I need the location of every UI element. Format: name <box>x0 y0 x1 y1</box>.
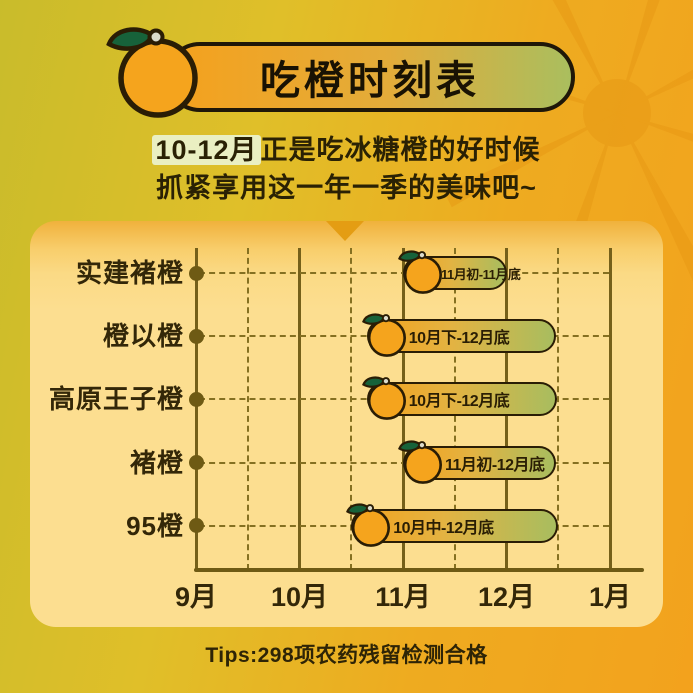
month-tick-label: 11月 <box>375 582 431 612</box>
month-tick-label: 10月 <box>270 582 329 612</box>
axis-dot <box>189 518 204 534</box>
bar-orange-icon <box>361 373 409 421</box>
orange-icon <box>398 250 442 294</box>
timeline-bar: 10月下-12月底 <box>361 376 558 421</box>
page-title: 吃橙时刻表 <box>165 42 575 112</box>
bar-range-label: 10月下-12月底 <box>408 393 510 411</box>
orange-icon <box>104 20 204 120</box>
bar-orange-icon <box>397 437 445 485</box>
month-tick-label: 1月 <box>588 582 632 612</box>
subtitle-line1: 10-12月 正是吃冰糖橙的好时候 <box>0 131 693 169</box>
grid-line-half-month <box>350 248 353 570</box>
bar-range-label: 10月下-12月底 <box>408 330 510 348</box>
category-label: 95橙 <box>126 510 184 541</box>
category-label: 褚橙 <box>129 447 184 478</box>
axis-dot <box>189 328 204 344</box>
axis-dot <box>189 391 204 407</box>
subtitle: 10-12月 正是吃冰糖橙的好时候 抓紧享用这一年一季的美味吧~ <box>0 131 693 207</box>
bar-orange-icon <box>345 500 393 548</box>
bar-range-label: 10月中-12月底 <box>393 519 494 537</box>
grid-line-month <box>608 248 612 570</box>
month-tick-label: 9月 <box>174 582 218 612</box>
subtitle-highlight: 10-12月 <box>152 135 261 165</box>
subtitle-line2: 抓紧享用这一年一季的美味吧~ <box>156 173 537 203</box>
category-label: 高原王子橙 <box>48 384 184 415</box>
panel-notch <box>326 221 364 241</box>
orange-icon <box>361 376 406 421</box>
timeline-bar: 11月初-12月底 <box>398 440 557 484</box>
bar-range-label: 11月初-11月底 <box>441 266 521 282</box>
orange-icon <box>361 313 406 358</box>
orange-icon <box>398 440 442 484</box>
grid-line-half-month <box>557 248 560 570</box>
grid-line-month <box>298 248 301 570</box>
month-tick-label: 12月 <box>477 582 536 612</box>
timeline-bar: 11月初-11月底 <box>398 250 521 294</box>
category-label: 橙以橙 <box>102 321 184 352</box>
footer-tips: Tips:298项农药残留检测合格 <box>205 644 488 667</box>
grid-line-half-month <box>246 248 249 570</box>
bar-orange-icon <box>361 310 409 358</box>
category-label: 实建褚橙 <box>75 258 184 288</box>
bar-orange-icon <box>397 247 445 295</box>
timeline-bar: 10月下-12月底 <box>361 313 557 358</box>
bar-range-label: 11月初-12月底 <box>445 456 545 474</box>
orange-icon <box>346 503 391 547</box>
orange-icon <box>106 27 198 118</box>
subtitle-line1-rest: 正是吃冰糖橙的好时候 <box>260 135 541 165</box>
axis-dot <box>189 265 204 281</box>
timeline-bar: 10月中-12月底 <box>346 503 559 547</box>
page-title-text: 吃橙时刻表 <box>260 59 480 103</box>
axis-dot <box>189 455 204 471</box>
x-axis-line <box>194 568 644 572</box>
grid-line-month <box>194 248 198 570</box>
